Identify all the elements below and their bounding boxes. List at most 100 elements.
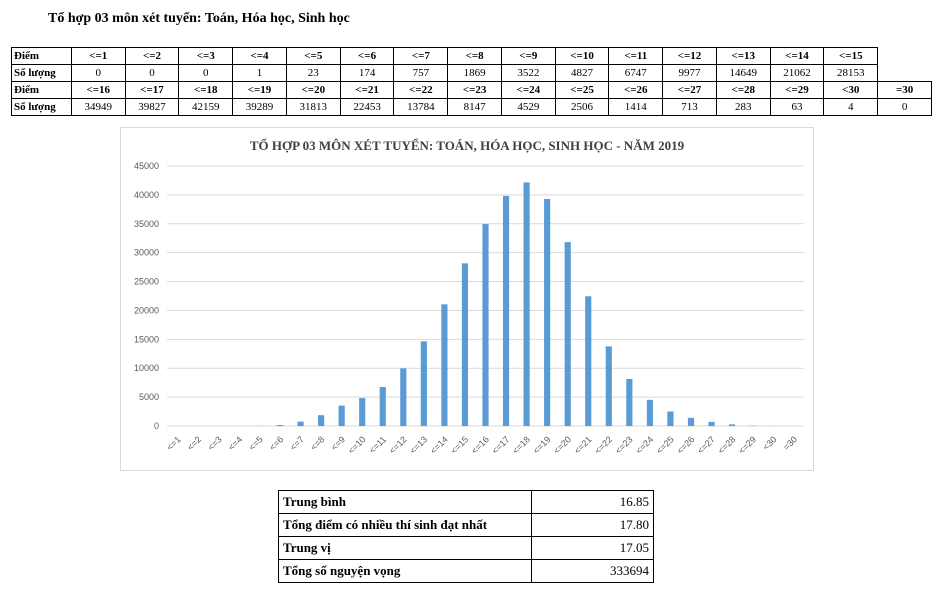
count-cell: 0 — [124, 64, 180, 82]
bar — [338, 405, 345, 426]
count-cell: 13784 — [393, 98, 449, 116]
empty-cell — [878, 48, 932, 65]
score-header-cell: <=8 — [447, 47, 502, 65]
score-header-row-1: Điểm <=1 <=2 <=3 <=4 <=5 <=6 <=7 <=8 <=9 <=10 <=11 <… — [11, 47, 932, 65]
x-tick-label: <=28 — [716, 434, 738, 456]
stats-row: Trung vị 17.05 — [278, 536, 654, 560]
score-header-cell: <=18 — [178, 81, 234, 99]
count-cell: 23 — [285, 64, 341, 82]
x-tick-label: <=29 — [736, 434, 758, 456]
score-header-cell: <=20 — [285, 81, 341, 99]
x-tick-label: <=12 — [387, 434, 409, 456]
y-tick-label: 30000 — [134, 248, 159, 258]
count-cell: 39289 — [232, 98, 287, 116]
bar — [646, 399, 653, 426]
row-label: Điểm — [11, 81, 72, 99]
score-header-cell: <=5 — [285, 47, 341, 65]
statistics-table: Trung bình 16.85 Tổng điểm có nhiều thí si… — [278, 490, 654, 583]
bar — [359, 398, 366, 426]
count-cell: 283 — [715, 98, 771, 116]
bar — [420, 341, 427, 426]
x-tick-label: <=27 — [695, 434, 717, 456]
count-cell: 2506 — [554, 98, 610, 116]
count-cell: 0 — [877, 98, 932, 116]
score-header-cell: <=11 — [608, 47, 664, 65]
count-cell: 6747 — [608, 64, 664, 82]
y-tick-label: 45000 — [134, 161, 159, 171]
count-cell: 39827 — [124, 98, 180, 116]
x-tick-label: <=18 — [510, 434, 532, 456]
score-header-cell: <=2 — [124, 47, 180, 65]
count-cell: 713 — [662, 98, 717, 116]
count-cell: 28153 — [823, 64, 879, 82]
stats-row: Trung bình 16.85 — [278, 490, 654, 514]
x-tick-label: <=22 — [593, 434, 615, 456]
bar — [276, 424, 284, 426]
bar — [482, 224, 489, 426]
page-heading: Tổ hợp 03 môn xét tuyển: Toán, Hóa học, … — [48, 11, 350, 26]
stats-value: 16.85 — [531, 490, 654, 514]
score-header-cell: <=14 — [769, 47, 825, 65]
row-label: Số lượng — [11, 64, 72, 82]
score-header-cell: <=24 — [500, 81, 556, 99]
score-header-row-2: Điểm <=16 <=17 <=18 <=19 <=20 <=21 <=22 <=23 <=24… — [11, 81, 932, 99]
x-tick-label: <=13 — [408, 434, 430, 456]
bar — [605, 346, 612, 426]
count-cell: 3522 — [500, 64, 556, 82]
score-header-cell: <=27 — [662, 81, 717, 99]
score-header-cell: <=10 — [554, 47, 610, 65]
count-cell: 63 — [769, 98, 825, 116]
x-tick-label: <=15 — [449, 434, 471, 456]
x-tick-label: <=26 — [675, 434, 697, 456]
bar — [400, 368, 407, 426]
count-cell: 4529 — [500, 98, 556, 116]
y-tick-label: 0 — [154, 421, 159, 431]
x-tick-label: <=9 — [329, 434, 347, 452]
x-tick-label: <=8 — [308, 434, 326, 452]
count-cell: 21062 — [769, 64, 825, 82]
bar — [502, 195, 510, 426]
score-header-cell: <=12 — [662, 47, 717, 65]
bar — [585, 296, 592, 426]
bar — [379, 387, 386, 426]
score-header-cell: <=17 — [124, 81, 180, 99]
x-tick-label: <=11 — [367, 434, 388, 455]
stats-label: Trung vị — [278, 536, 532, 560]
score-header-cell: <=16 — [70, 81, 126, 99]
bar — [441, 304, 448, 426]
stats-value: 17.80 — [531, 513, 654, 537]
x-tick-label: <=14 — [428, 434, 450, 456]
stats-label: Tổng số nguyện vọng — [278, 559, 532, 583]
chart-area: TỔ HỢP 03 MÔN XÉT TUYỂN: TOÁN, HÓA HỌC, … — [120, 127, 814, 471]
y-tick-label: 20000 — [134, 305, 159, 315]
bar — [667, 411, 674, 426]
x-tick-label: <=24 — [634, 434, 656, 456]
x-tick-label: <=7 — [288, 434, 306, 452]
stats-label: Tổng điểm có nhiều thí sinh đạt nhất — [278, 513, 532, 537]
row-label: Điểm — [11, 47, 72, 65]
bar — [318, 415, 325, 426]
bar — [544, 198, 551, 426]
x-tick-label: <=21 — [572, 434, 594, 456]
count-cell: 1414 — [608, 98, 664, 116]
count-cell: 42159 — [178, 98, 234, 116]
score-header-cell: <=29 — [769, 81, 825, 99]
bar — [687, 417, 695, 426]
count-cell: 14649 — [715, 64, 771, 82]
score-header-cell: <=19 — [232, 81, 287, 99]
stats-row: Tổng số nguyện vọng 333694 — [278, 559, 654, 583]
count-row-2: Số lượng 34949 39827 42159 39289 31813 22453 13… — [11, 98, 932, 116]
score-header-cell: =30 — [877, 81, 932, 99]
count-cell: 0 — [178, 64, 234, 82]
y-tick-label: 40000 — [134, 190, 159, 200]
count-cell: 31813 — [285, 98, 341, 116]
x-tick-label: <=20 — [552, 434, 574, 456]
bar — [461, 263, 469, 426]
x-tick-label: <=17 — [490, 434, 512, 456]
bar — [728, 424, 736, 426]
score-header-cell: <=22 — [393, 81, 449, 99]
bar-chart: 0 5000 10000 15000 20000 25000 30000 35000 40000… — [134, 161, 804, 456]
x-tick-label: <30 — [761, 434, 779, 452]
x-tick-label: =30 — [781, 434, 799, 452]
score-header-cell: <=28 — [715, 81, 771, 99]
